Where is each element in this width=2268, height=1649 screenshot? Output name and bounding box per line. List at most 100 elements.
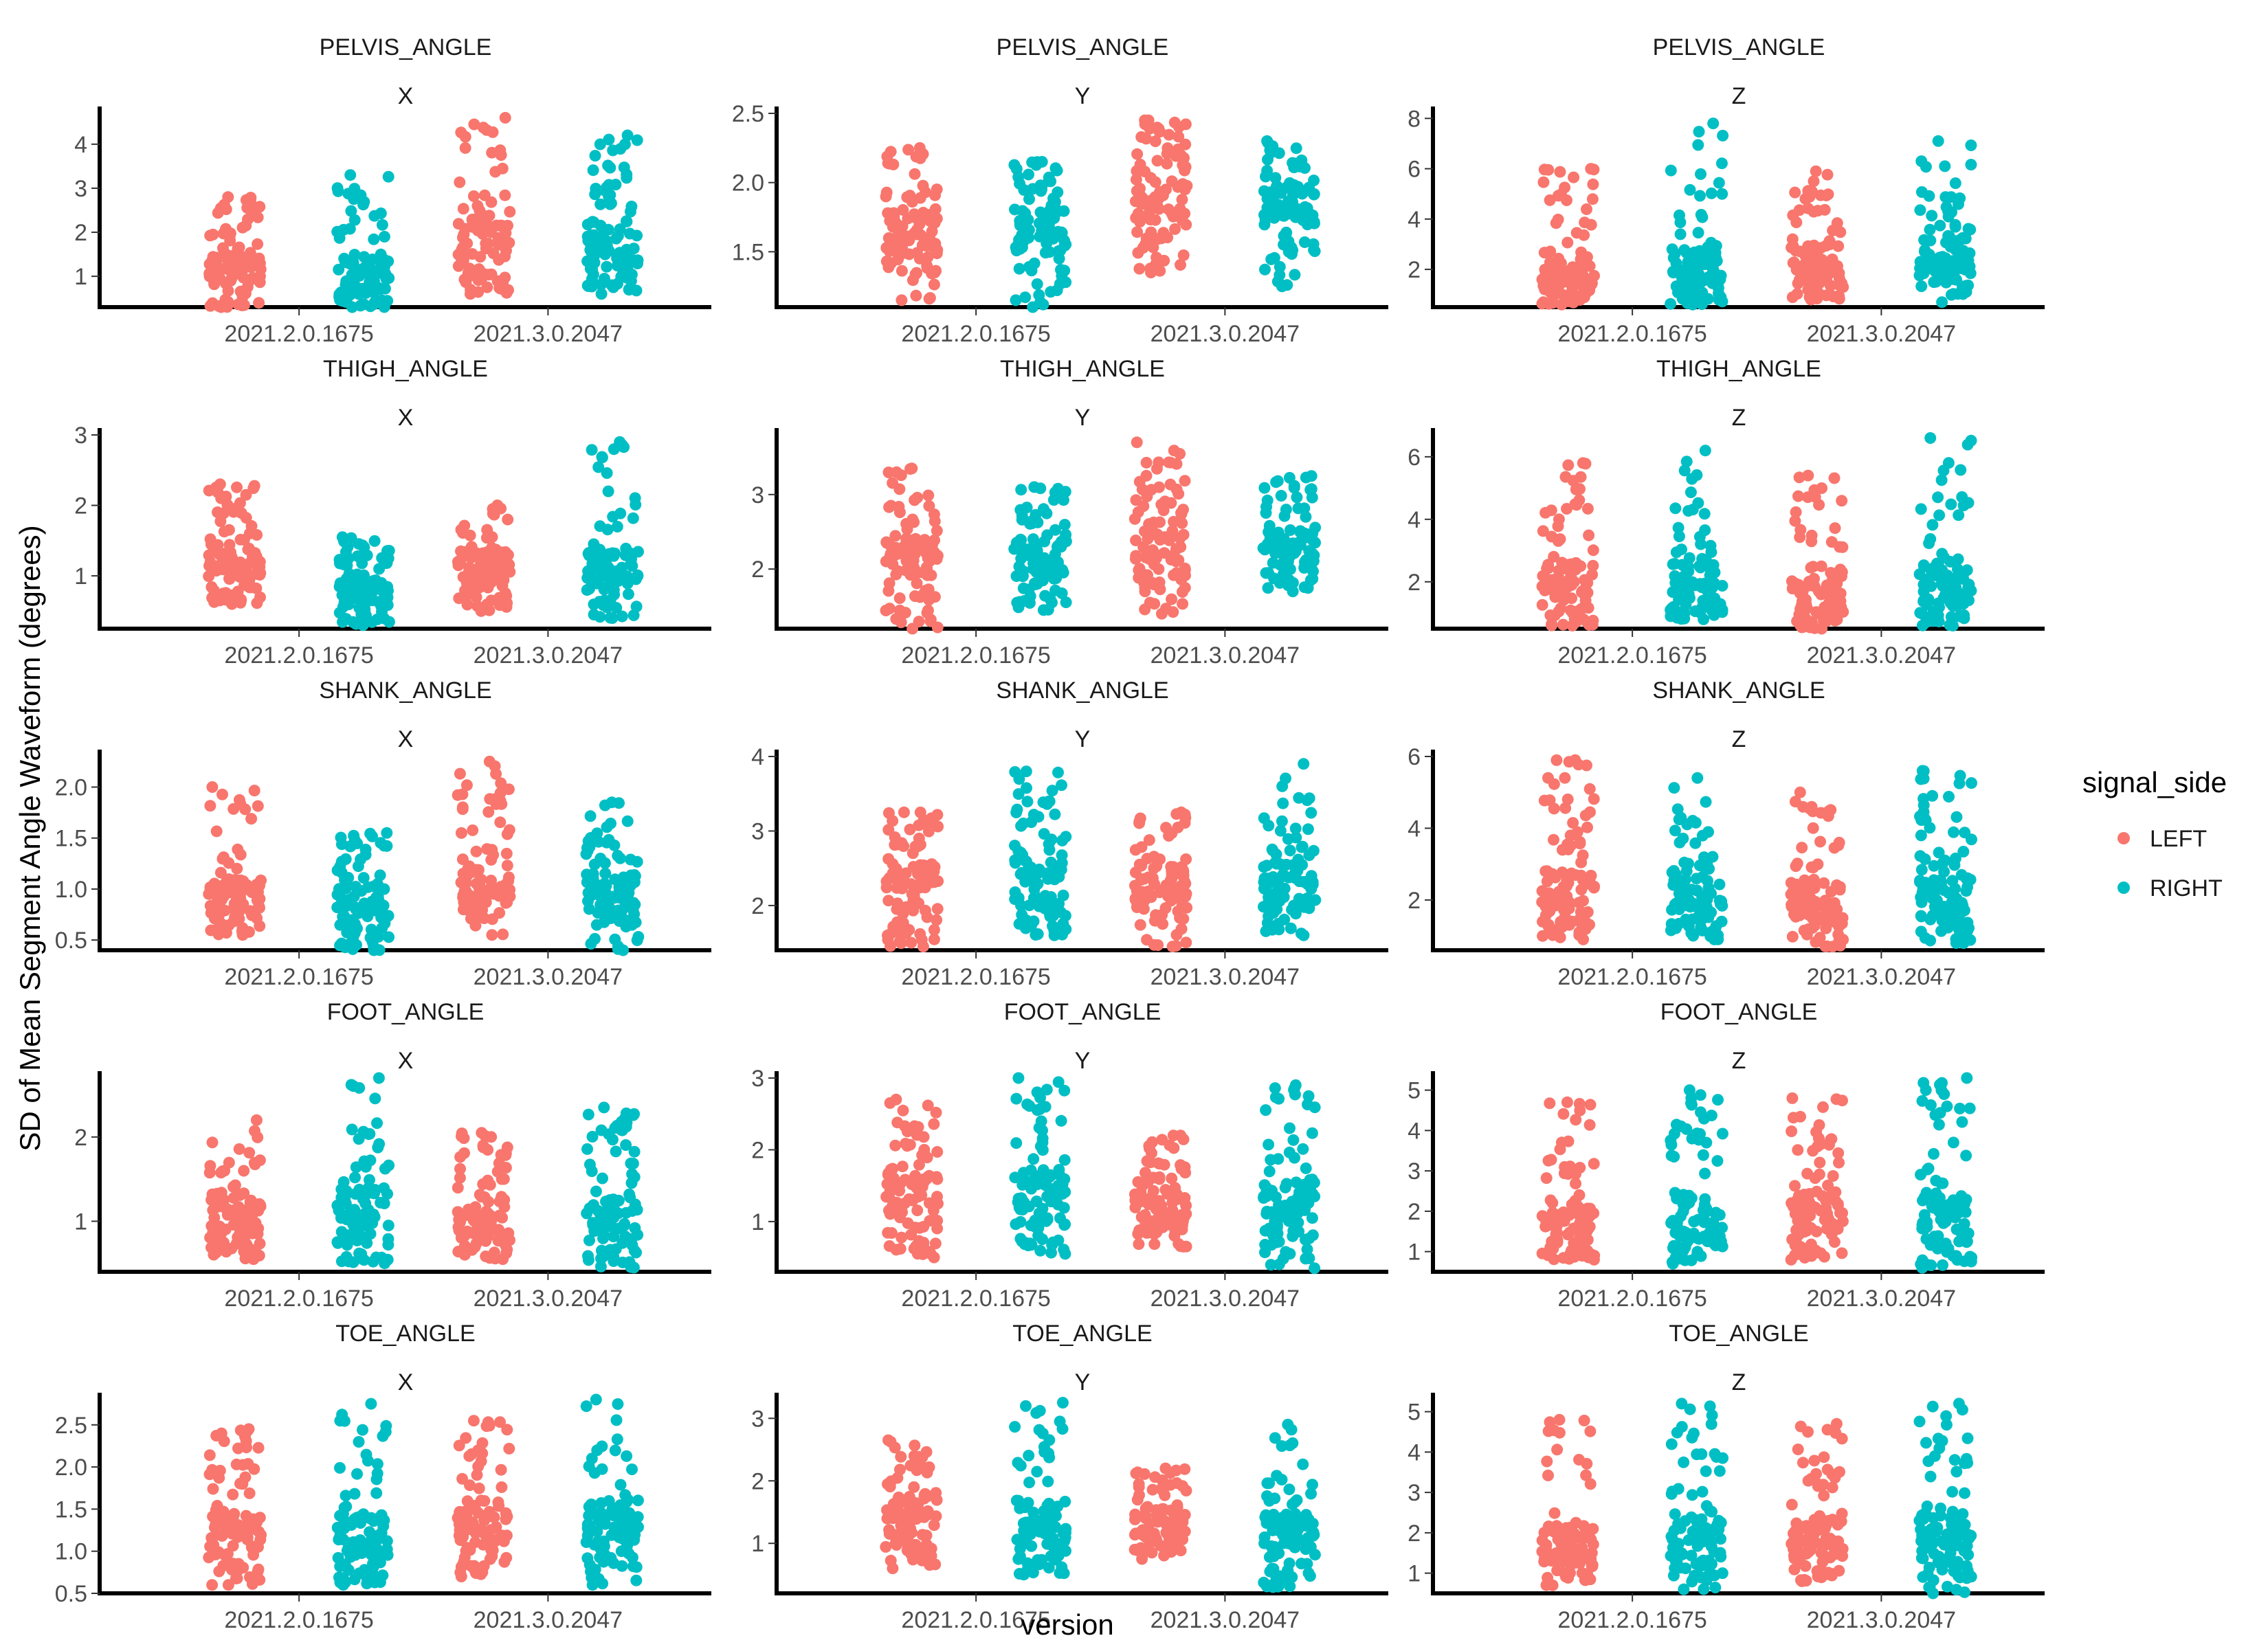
data-point (1702, 598, 1714, 610)
data-point (340, 1185, 353, 1197)
data-point (1563, 902, 1575, 915)
data-point (1281, 279, 1293, 291)
data-point (1561, 236, 1574, 249)
data-point (1814, 1138, 1827, 1150)
data-point (459, 131, 471, 143)
data-point (1035, 1115, 1047, 1128)
data-point (1300, 1162, 1312, 1174)
data-point (1043, 838, 1055, 850)
data-point (1932, 135, 1944, 147)
data-point (226, 568, 238, 581)
data-point (612, 849, 624, 862)
data-point (1177, 504, 1189, 516)
x-tick-label: 2021.3.0.2047 (1807, 642, 1956, 669)
data-point (1161, 1211, 1173, 1223)
data-point (1577, 289, 1589, 302)
data-point (366, 594, 379, 607)
data-point (1272, 526, 1285, 539)
data-point (1055, 864, 1067, 876)
data-point (1055, 1114, 1067, 1127)
data-point (907, 274, 919, 287)
data-point (368, 233, 380, 245)
data-point (925, 876, 937, 888)
data-point (1955, 464, 1967, 476)
data-point (929, 189, 941, 201)
data-point (364, 1154, 377, 1167)
data-point (1149, 191, 1161, 203)
data-point (1713, 878, 1726, 890)
data-point (1146, 1136, 1158, 1148)
data-point (1045, 856, 1057, 868)
data-point (1585, 218, 1597, 231)
x-tick-label: 2021.3.0.2047 (1150, 964, 1300, 990)
data-point (1583, 1210, 1596, 1222)
data-point (1177, 178, 1189, 190)
data-point (1034, 1244, 1047, 1257)
data-point (1166, 1172, 1178, 1185)
data-point (1043, 795, 1055, 807)
data-point (587, 868, 599, 880)
data-point (1262, 582, 1274, 594)
data-point (206, 297, 219, 309)
data-point (885, 500, 897, 512)
data-point (1134, 812, 1146, 824)
data-point (1966, 777, 1977, 789)
data-point (1012, 1072, 1025, 1084)
y-tick-label: 8 (1408, 106, 1421, 132)
y-tick-label: 2 (751, 557, 764, 583)
data-point (1013, 262, 1025, 275)
data-point (1587, 559, 1599, 572)
data-point (1555, 1208, 1568, 1220)
data-point (457, 245, 469, 257)
panel-axis-label: X (398, 83, 414, 109)
data-point (604, 189, 616, 201)
panel-segment-label: FOOT_ANGLE (1004, 999, 1161, 1025)
data-point (208, 899, 220, 912)
data-point (1682, 560, 1694, 572)
data-point (1673, 530, 1685, 543)
data-point (1716, 188, 1728, 200)
data-point (1168, 116, 1181, 128)
data-point (382, 170, 394, 183)
data-point (340, 853, 352, 865)
data-point (239, 1253, 252, 1265)
x-tick-label: 2021.3.0.2047 (1150, 1286, 1300, 1312)
data-point (1279, 1181, 1291, 1193)
data-point (885, 146, 897, 158)
y-tick-label: 6 (1408, 157, 1421, 183)
data-point (1924, 234, 1937, 247)
data-point (929, 203, 942, 215)
data-point (627, 512, 639, 524)
data-point (1016, 229, 1028, 241)
data-point (350, 881, 362, 893)
data-point (1557, 1252, 1570, 1264)
data-point (1581, 759, 1592, 772)
data-point (1819, 203, 1831, 216)
data-point (1537, 570, 1549, 582)
data-point (253, 565, 265, 578)
data-point (340, 882, 352, 895)
data-point (347, 1256, 359, 1268)
panel-segment-label: SHANK_ANGLE (996, 677, 1168, 704)
data-point (893, 229, 906, 241)
data-point (1052, 482, 1064, 495)
data-point (893, 592, 906, 605)
data-point (1786, 1092, 1799, 1104)
data-point (1693, 530, 1706, 543)
data-point (1163, 128, 1175, 141)
data-point (478, 912, 491, 924)
data-point (1057, 917, 1069, 930)
data-point (1177, 249, 1190, 261)
data-point (888, 207, 900, 219)
data-point (582, 1108, 594, 1121)
data-point (1942, 210, 1955, 223)
data-point (1284, 1122, 1296, 1134)
panel-axis-label: Y (1075, 726, 1091, 752)
data-point (1813, 499, 1825, 511)
data-point (476, 1191, 488, 1203)
data-point (1936, 915, 1948, 927)
data-point (1687, 930, 1700, 942)
data-point (1708, 1237, 1720, 1250)
